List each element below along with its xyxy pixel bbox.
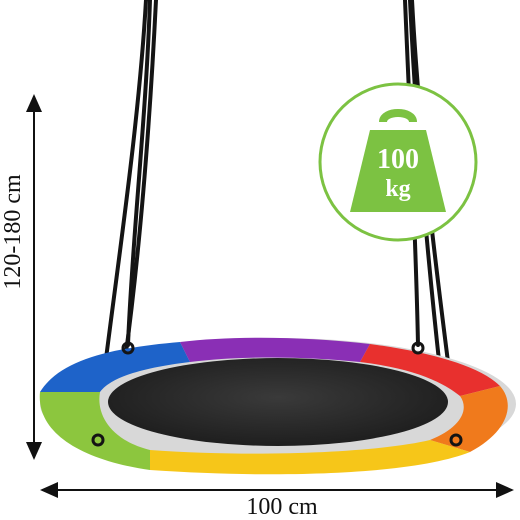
ring-green xyxy=(39,392,150,470)
width-dimension: 100 cm xyxy=(40,482,514,520)
height-label: 120-180 cm xyxy=(0,174,26,290)
rope-left-back xyxy=(123,0,158,362)
ring-blue xyxy=(40,342,190,392)
swing-seat xyxy=(108,358,448,446)
width-label: 100 cm xyxy=(246,494,318,520)
ring-yellow xyxy=(150,440,470,475)
badge-number: 100 xyxy=(377,144,419,175)
ring-orange xyxy=(430,386,508,452)
weight-badge: 100 kg xyxy=(318,82,478,242)
weight-icon xyxy=(350,109,446,212)
height-dimension: 120-180 cm xyxy=(0,94,42,460)
ring-red xyxy=(360,344,500,396)
rope-clips xyxy=(91,341,463,447)
ring-purple xyxy=(180,337,370,362)
rope-left-front xyxy=(126,0,152,347)
badge-unit: kg xyxy=(385,176,410,202)
